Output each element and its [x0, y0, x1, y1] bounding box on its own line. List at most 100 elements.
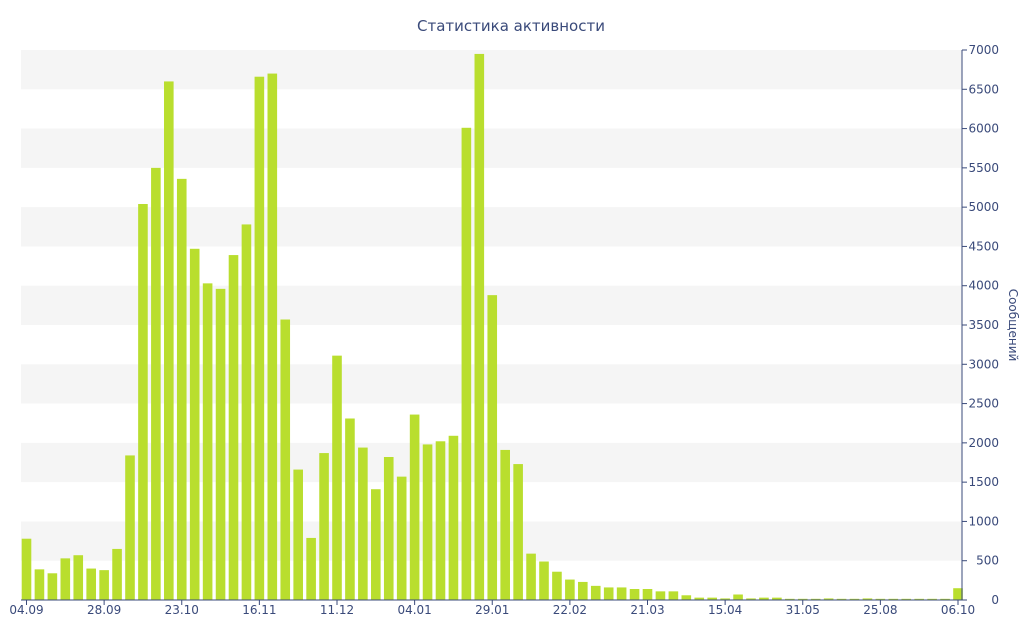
bar: [99, 570, 109, 600]
bar: [862, 598, 873, 600]
x-tick-label: 29.01: [475, 603, 509, 617]
y-tick-label: 7000: [968, 43, 999, 57]
bar: [176, 178, 187, 601]
bar: [383, 457, 394, 600]
x-tick-label: 23.10: [165, 603, 199, 617]
bar: [927, 598, 937, 600]
chart-title: Статистика активности: [417, 17, 605, 35]
bar: [616, 587, 627, 600]
bar: [47, 573, 58, 600]
bar: [448, 435, 459, 600]
y-tick-label: 4500: [968, 239, 999, 253]
bar: [681, 595, 692, 600]
bar: [668, 591, 679, 600]
bar: [474, 53, 485, 601]
x-tick-label: 16.11: [242, 603, 276, 617]
bar: [940, 598, 950, 600]
bar: [953, 588, 963, 600]
bar: [228, 255, 239, 600]
bar: [836, 598, 847, 600]
bar: [823, 598, 834, 600]
bar: [487, 295, 498, 600]
bar: [409, 414, 420, 600]
bar: [345, 418, 355, 600]
y-axis: 0 500 1000 1500 2000 2500 3000 3500 4000 4500 5000…: [961, 43, 999, 607]
bar: [461, 127, 472, 600]
bar: [578, 581, 588, 600]
bar: [552, 571, 562, 600]
bar: [280, 319, 291, 600]
bar: [772, 597, 782, 600]
bar: [306, 537, 316, 600]
y-tick-label: 6500: [968, 82, 999, 96]
bar: [785, 598, 795, 600]
y-tick-label: 6000: [968, 122, 999, 136]
bar: [500, 449, 510, 600]
bar: [849, 598, 860, 600]
bars: [21, 53, 963, 601]
bar: [888, 598, 899, 600]
bar: [603, 587, 614, 600]
bar: [539, 561, 549, 600]
y-tick-label: 1500: [968, 475, 999, 489]
bar: [267, 73, 278, 600]
y-tick-label: 4000: [968, 279, 999, 293]
bar: [590, 585, 601, 600]
x-tick-label: 21.03: [630, 603, 664, 617]
bar: [797, 598, 808, 600]
bar: [189, 248, 200, 601]
bar: [810, 598, 821, 600]
bar: [720, 598, 730, 600]
bar: [642, 589, 653, 600]
x-tick-label: 31.05: [786, 603, 820, 617]
x-tick-label: 06.10: [941, 603, 975, 617]
bar: [901, 598, 912, 600]
bar: [422, 444, 433, 600]
bar: [733, 594, 743, 600]
bar: [86, 568, 96, 600]
x-tick-label: 11.12: [320, 603, 354, 617]
bar: [759, 597, 769, 600]
y-tick-label: 5000: [968, 200, 999, 214]
bar: [526, 553, 536, 600]
bar: [73, 555, 84, 600]
bar: [215, 288, 226, 600]
x-tick-label: 15.04: [708, 603, 742, 617]
y-tick-label: 3500: [968, 318, 999, 332]
y-axis-title: Сообщений: [1006, 289, 1020, 362]
bar: [319, 453, 329, 600]
bar: [358, 447, 368, 600]
x-tick-label: 04.01: [397, 603, 431, 617]
grid-band: [21, 50, 962, 90]
bar: [34, 569, 45, 600]
x-tick-label: 28.09: [87, 603, 121, 617]
bar: [629, 589, 640, 600]
bar: [565, 579, 575, 600]
bar: [694, 597, 705, 600]
bar: [60, 558, 71, 600]
y-tick-label: 2000: [968, 436, 999, 450]
bar: [151, 167, 161, 601]
y-tick-label: 5500: [968, 161, 999, 175]
bar: [21, 538, 32, 600]
bar: [707, 597, 717, 600]
bar: [293, 469, 303, 600]
y-tick-label: 2500: [968, 397, 999, 411]
bar: [875, 598, 886, 600]
grid-band: [21, 128, 962, 168]
grid-band: [21, 207, 962, 247]
bar: [112, 548, 122, 600]
bar: [513, 464, 523, 600]
y-tick-label: 0: [991, 593, 999, 607]
y-tick-label: 3000: [968, 357, 999, 371]
bar: [371, 489, 381, 600]
bar: [202, 283, 213, 600]
bar: [746, 598, 756, 600]
bar: [332, 355, 342, 600]
x-tick-label: 04.09: [9, 603, 43, 617]
bar: [241, 224, 252, 600]
x-axis: 04.09 28.09 23.10 16.11 11.12 04.01 29.01 22.02…: [9, 599, 975, 617]
bar: [435, 441, 446, 600]
bar: [655, 591, 666, 600]
